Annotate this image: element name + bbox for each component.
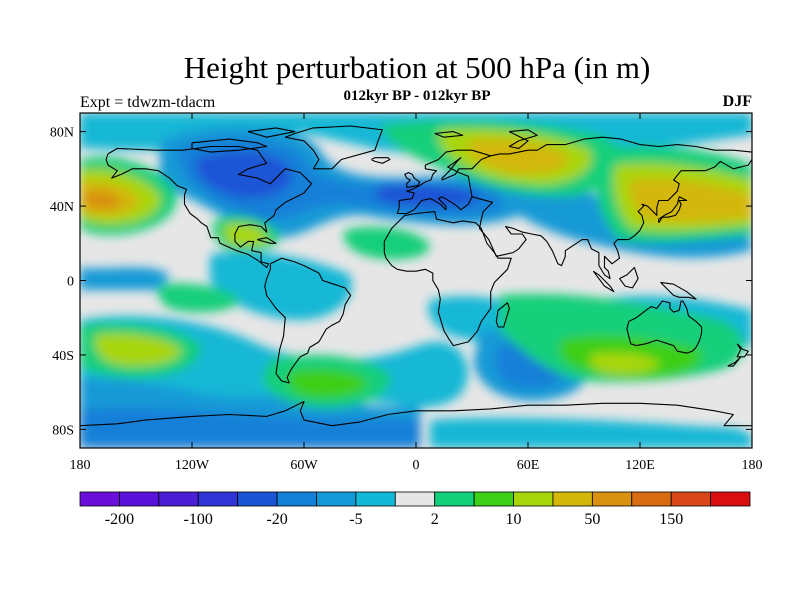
- coastline: [284, 125, 383, 170]
- coastline: [658, 196, 688, 224]
- colorbar-swatch: [276, 491, 317, 507]
- colorbar-swatch: [197, 491, 239, 507]
- colorbar-label: -200: [105, 511, 134, 528]
- coastline: [247, 127, 296, 138]
- coastline: [660, 281, 697, 300]
- colorbar-label: 150: [659, 511, 683, 528]
- contour-region: [375, 183, 480, 208]
- y-axis: 80N 40N 0 40S 80S: [50, 126, 752, 438]
- coastline: [727, 356, 742, 367]
- y-tick-label: 0: [67, 275, 74, 290]
- y-tick-label: 40N: [50, 200, 74, 215]
- colorbar-swatch: [434, 491, 475, 507]
- x-tick-label: 120E: [625, 458, 655, 473]
- coastline: [471, 136, 752, 280]
- colorbar-swatch: [552, 491, 593, 507]
- contour-region: [343, 226, 430, 260]
- coastlines: [80, 125, 752, 427]
- colorbar-label: 50: [584, 511, 600, 528]
- coastline: [257, 237, 277, 244]
- colorbar-label: -100: [184, 511, 213, 528]
- coastline: [404, 172, 421, 188]
- coastline: [434, 131, 464, 138]
- plot-title: Height perturbation at 500 hPa (in m): [183, 50, 651, 85]
- filled-contours: [80, 113, 752, 448]
- experiment-label: Expt = tdwzm-tdacm: [80, 94, 216, 111]
- contour-region: [195, 151, 292, 199]
- x-tick-label: 180: [742, 458, 763, 473]
- contour-region: [288, 369, 368, 398]
- season-label: DJF: [722, 93, 752, 110]
- coastline: [383, 211, 512, 347]
- colorbar-swatch: [316, 491, 357, 507]
- coastline: [508, 129, 538, 149]
- colorbar-label: -20: [266, 511, 287, 528]
- colorbar-swatch: [473, 491, 514, 507]
- colorbar-label: 2: [431, 511, 439, 528]
- x-axis: 180 120W 60W 0 60E 120E 180: [70, 113, 763, 473]
- coastline: [80, 400, 752, 427]
- coastline: [370, 157, 391, 164]
- coastline: [626, 300, 703, 354]
- contour-region: [80, 407, 420, 448]
- colorbar-label: 10: [506, 511, 522, 528]
- coastline: [495, 302, 510, 328]
- colorbar-swatch: [158, 491, 199, 507]
- colorbar-swatch: [119, 491, 160, 507]
- colorbar-swatch: [591, 491, 633, 507]
- coastline: [105, 145, 313, 269]
- coastline: [396, 149, 492, 215]
- y-tick-label: 80N: [50, 126, 74, 141]
- plot-subtitle: 012kyr BP - 012kyr BP: [343, 88, 491, 104]
- x-tick-label: 120W: [175, 458, 210, 473]
- coastline: [191, 138, 268, 153]
- contour-field: [80, 113, 752, 448]
- colorbar-swatch: [355, 491, 396, 507]
- colorbar: -200 -100 -20 -5 2 10 50 150: [79, 491, 751, 528]
- contour-region: [589, 352, 660, 375]
- colorbar-swatch: [79, 491, 120, 507]
- contour-region: [94, 333, 182, 367]
- colorbar-swatch: [710, 491, 751, 507]
- colorbar-label: -5: [349, 511, 362, 528]
- x-tick-label: 60W: [290, 458, 318, 473]
- x-tick-label: 0: [413, 458, 420, 473]
- coastline: [592, 270, 615, 293]
- contour-region: [210, 251, 352, 320]
- y-tick-label: 40S: [52, 349, 74, 364]
- contour-region: [158, 283, 240, 313]
- coastline: [619, 266, 639, 289]
- colorbar-swatch: [394, 491, 436, 507]
- colorbar-swatch: [670, 491, 711, 507]
- coastline: [264, 257, 352, 384]
- contour-region: [84, 190, 122, 210]
- colorbar-swatch: [631, 491, 672, 507]
- y-tick-label: 80S: [52, 423, 74, 438]
- x-tick-label: 60E: [517, 458, 540, 473]
- colorbar-swatch: [513, 491, 554, 507]
- x-tick-label: 180: [70, 458, 91, 473]
- coastline: [736, 343, 749, 358]
- contour-region: [430, 417, 752, 448]
- contour-region: [629, 178, 752, 223]
- contour-region: [468, 138, 570, 175]
- colorbar-swatch: [237, 491, 278, 507]
- contour-region: [80, 267, 170, 290]
